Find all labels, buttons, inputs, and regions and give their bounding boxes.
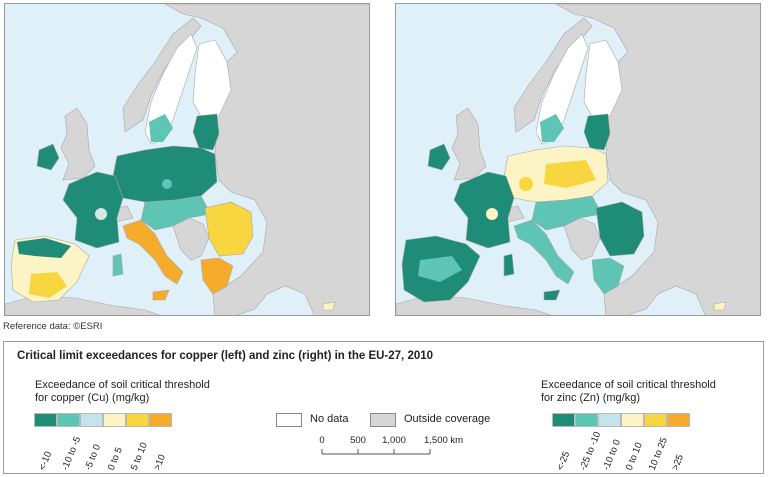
legend-class-label: -10 to 0 — [600, 438, 624, 472]
copper-heading-line1: Exceedance of soil critical threshold — [35, 379, 210, 391]
copper-map-svg — [5, 4, 369, 315]
sardinia — [112, 253, 124, 277]
balkans-outside — [172, 217, 210, 261]
romania-bulgaria — [204, 201, 254, 257]
france — [62, 171, 124, 249]
zinc-legend-heading: Exceedance of soil critical threshold fo… — [541, 379, 716, 405]
baltic-states — [583, 113, 611, 151]
class-patch — [162, 179, 172, 189]
legend-class-label: -25 to -10 — [577, 430, 604, 472]
baltic-states — [192, 113, 220, 151]
legend-swatch — [552, 413, 575, 427]
legend-swatch — [598, 413, 621, 427]
cyprus — [322, 301, 336, 311]
legend-class-label: 10 to 25 — [646, 436, 670, 472]
legend-class-label: 5 to 10 — [128, 440, 150, 472]
legend-swatch — [57, 413, 80, 427]
legend-swatch — [126, 413, 149, 427]
outside-coverage-swatch — [370, 413, 396, 427]
legend-class-label: <-25 — [554, 450, 573, 472]
class-patch — [486, 208, 498, 220]
legend-swatch — [575, 413, 598, 427]
sicily — [543, 289, 561, 301]
zinc-map-svg — [396, 4, 760, 315]
iberia-center — [418, 256, 462, 282]
legend-swatch — [644, 413, 667, 427]
outside-coverage-label: Outside coverage — [404, 413, 491, 425]
no-data-swatch — [276, 413, 302, 427]
legend-class-label: 0 to 5 — [105, 445, 125, 472]
legend-swatch — [103, 413, 126, 427]
legend-swatch — [621, 413, 644, 427]
copper-swatches — [34, 413, 172, 427]
greece — [591, 257, 625, 295]
scale-label: 500 — [350, 435, 366, 446]
finland — [192, 39, 232, 121]
legend-class-label: -10 to -5 — [59, 435, 84, 472]
balkans-outside — [563, 217, 601, 261]
zinc-map — [395, 3, 761, 316]
legend-swatch — [667, 413, 690, 427]
legend-swatch — [149, 413, 172, 427]
legend-class-label: >25 — [669, 452, 687, 472]
central-europe — [531, 195, 603, 231]
france — [453, 171, 515, 249]
legend-swatch — [34, 413, 57, 427]
scale-bar-svg: 0 500 1,000 1,500 km — [319, 435, 463, 455]
legend-class-label: -5 to 0 — [82, 442, 104, 472]
legend-class-label: 0 to 10 — [623, 440, 645, 472]
copper-heading-line2: for copper (Cu) (mg/kg) — [35, 392, 150, 404]
copper-legend-heading: Exceedance of soil critical threshold fo… — [35, 379, 210, 405]
south-sweden — [540, 114, 564, 142]
legend-class-label: >10 — [151, 452, 169, 472]
reference-note: Reference data: ©ESRI — [3, 321, 103, 332]
legend-swatch — [80, 413, 103, 427]
sardinia — [503, 253, 515, 277]
sicily — [152, 289, 170, 301]
scale-label: 1,500 km — [424, 435, 463, 446]
no-data-patch — [95, 208, 107, 220]
cyprus — [713, 301, 727, 311]
legend-panel: Critical limit exceedances for copper (l… — [3, 341, 764, 474]
poland-east — [544, 160, 596, 188]
zinc-swatches — [552, 413, 690, 427]
south-sweden — [149, 114, 173, 142]
ireland — [427, 143, 451, 171]
ireland — [36, 143, 60, 171]
legend-title: Critical limit exceedances for copper (l… — [17, 350, 434, 362]
scale-bar: 0 500 1,000 1,500 km — [319, 432, 469, 460]
zinc-heading-line1: Exceedance of soil critical threshold — [541, 379, 716, 391]
zinc-heading-line2: for zinc (Zn) (mg/kg) — [541, 392, 641, 404]
italy — [513, 219, 575, 285]
iberia-north — [17, 238, 71, 258]
legend-class-label: <-10 — [36, 450, 55, 472]
copper-map — [4, 3, 370, 316]
scale-label: 0 — [319, 435, 324, 446]
no-data-label: No data — [310, 413, 349, 425]
germany-poland — [112, 145, 218, 203]
romania-bulgaria — [595, 201, 645, 257]
scale-label: 1,000 — [382, 435, 406, 446]
finland — [583, 39, 623, 121]
iberia-south — [29, 272, 67, 298]
central-europe — [140, 195, 212, 231]
class-patch — [519, 177, 533, 191]
greece — [200, 257, 234, 295]
italy — [122, 219, 184, 285]
